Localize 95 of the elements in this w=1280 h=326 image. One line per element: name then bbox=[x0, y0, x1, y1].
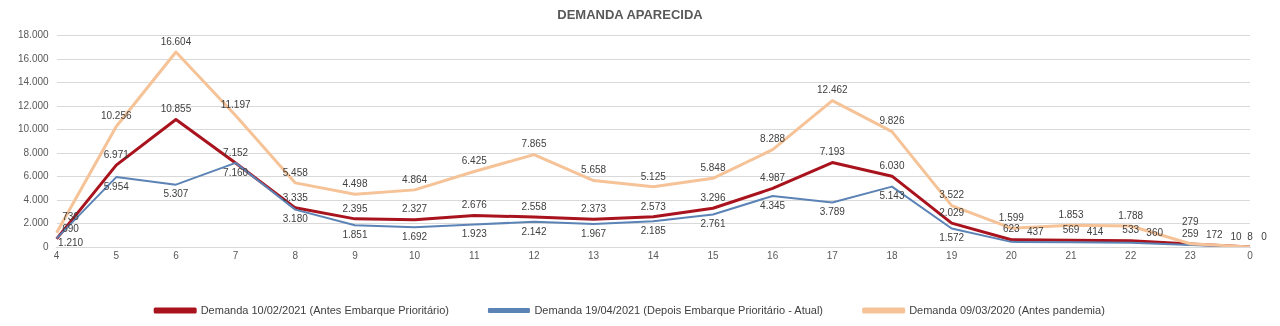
data-label: 1.692 bbox=[402, 230, 428, 242]
data-label: 12.462 bbox=[817, 84, 849, 96]
data-label: 4.498 bbox=[342, 177, 368, 189]
y-tick-label: 0 bbox=[43, 240, 50, 252]
x-tick-label: 8 bbox=[292, 249, 299, 261]
x-tick-label: 15 bbox=[707, 249, 719, 261]
x-tick-label: 20 bbox=[1005, 249, 1018, 261]
data-label: 1.967 bbox=[581, 227, 607, 239]
chart-title: DEMANDA APARECIDA bbox=[557, 7, 704, 23]
x-tick-label: 16 bbox=[767, 249, 779, 261]
data-label: 7.865 bbox=[521, 138, 547, 150]
data-label: 437 bbox=[1026, 225, 1045, 237]
x-tick-label: 18 bbox=[886, 249, 898, 261]
data-label: 3.335 bbox=[282, 191, 309, 203]
data-label: 360 bbox=[1146, 226, 1164, 238]
data-label: 7.193 bbox=[819, 146, 846, 158]
y-tick-label: 4.000 bbox=[23, 193, 50, 205]
x-tick-label: 6 bbox=[173, 249, 180, 261]
data-label: 2.029 bbox=[939, 206, 965, 218]
data-label: 16.604 bbox=[160, 35, 192, 47]
x-tick-label: 5 bbox=[113, 249, 120, 261]
data-label: 5.658 bbox=[581, 164, 607, 176]
legend-label: Demanda 19/04/2021 (Depois Embarque Prioritário - Atual) bbox=[534, 303, 824, 316]
x-tick-label: 10 bbox=[409, 249, 421, 261]
data-label: 623 bbox=[1002, 223, 1021, 235]
data-label: 1.210 bbox=[58, 236, 84, 248]
data-label: 3.296 bbox=[700, 192, 726, 204]
x-tick-label: 21 bbox=[1065, 249, 1077, 261]
data-label: 3.789 bbox=[819, 206, 846, 218]
data-label: 6.425 bbox=[461, 155, 488, 167]
data-label: 172 bbox=[1205, 228, 1224, 240]
x-tick-label: 23 bbox=[1184, 249, 1197, 261]
data-label: 1.599 bbox=[998, 211, 1025, 223]
data-label: 10 bbox=[1230, 230, 1242, 242]
data-label: 5.125 bbox=[640, 170, 667, 182]
data-label: 259 bbox=[1181, 227, 1200, 239]
data-label: 2.395 bbox=[342, 202, 368, 214]
data-label: 4.864 bbox=[402, 173, 428, 185]
y-tick-label: 12.000 bbox=[17, 99, 50, 111]
data-label: 2.185 bbox=[640, 225, 667, 237]
data-label: 1.853 bbox=[1058, 208, 1084, 220]
x-tick-label: 22 bbox=[1125, 249, 1137, 261]
data-label: 4.987 bbox=[760, 172, 786, 184]
x-tick-label: 17 bbox=[826, 249, 839, 261]
y-tick-label: 10.000 bbox=[17, 123, 50, 135]
data-label: 9.826 bbox=[879, 115, 905, 127]
data-label: 4.345 bbox=[760, 199, 786, 211]
x-tick-label: 13 bbox=[588, 249, 600, 261]
x-tick-label: 19 bbox=[946, 249, 958, 261]
data-label: 2.558 bbox=[521, 200, 547, 212]
data-label: 11.197 bbox=[220, 99, 251, 111]
data-label: 1.788 bbox=[1118, 209, 1144, 221]
x-tick-label: 0 bbox=[1247, 249, 1254, 261]
x-tick-label: 9 bbox=[352, 249, 359, 261]
data-label: 533 bbox=[1122, 224, 1140, 236]
data-label: 5.307 bbox=[163, 188, 189, 200]
y-tick-label: 18.000 bbox=[17, 29, 50, 41]
data-label: 5.143 bbox=[879, 190, 905, 202]
data-label: 0 bbox=[1261, 230, 1268, 242]
data-label: 2.676 bbox=[461, 199, 488, 211]
x-tick-label: 7 bbox=[232, 249, 239, 261]
data-label: 8 bbox=[1247, 230, 1254, 242]
data-label: 2.373 bbox=[581, 202, 607, 214]
data-label: 6.030 bbox=[879, 159, 905, 171]
data-label: 1.851 bbox=[342, 229, 368, 241]
data-label: 1.572 bbox=[939, 232, 965, 244]
y-tick-label: 16.000 bbox=[17, 52, 50, 64]
y-tick-label: 2.000 bbox=[23, 217, 50, 229]
data-label: 8.288 bbox=[760, 133, 786, 145]
data-label: 7.160 bbox=[223, 166, 249, 178]
x-tick-label: 12 bbox=[528, 249, 540, 261]
data-label: 3.180 bbox=[282, 213, 309, 225]
data-label: 6.971 bbox=[103, 148, 130, 160]
data-label: 569 bbox=[1062, 224, 1080, 236]
legend-label: Demanda 10/02/2021 (Antes Embarque Prioritário) bbox=[200, 303, 449, 316]
x-tick-label: 14 bbox=[647, 249, 660, 261]
data-label: 7.152 bbox=[223, 146, 249, 158]
data-label: 2.573 bbox=[640, 200, 667, 212]
y-tick-label: 8.000 bbox=[23, 146, 50, 158]
data-label: 2.142 bbox=[521, 225, 547, 237]
data-label: 10.256 bbox=[100, 110, 132, 122]
data-label: 279 bbox=[1181, 216, 1200, 228]
legend-label: Demanda 09/03/2020 (Antes pandemia) bbox=[909, 303, 1105, 316]
data-label: 2.761 bbox=[700, 218, 726, 230]
data-label: 5.848 bbox=[700, 162, 726, 174]
data-label: 5.458 bbox=[282, 166, 309, 178]
y-tick-label: 14.000 bbox=[17, 76, 50, 88]
data-label: 10.855 bbox=[160, 103, 192, 115]
x-tick-label: 11 bbox=[469, 249, 480, 261]
x-tick-label: 4 bbox=[53, 249, 60, 261]
y-tick-label: 6.000 bbox=[23, 170, 50, 182]
data-label: 1.923 bbox=[461, 228, 488, 240]
data-label: 2.327 bbox=[402, 203, 428, 215]
data-label: 3.522 bbox=[939, 189, 965, 201]
data-label: 414 bbox=[1086, 225, 1104, 237]
